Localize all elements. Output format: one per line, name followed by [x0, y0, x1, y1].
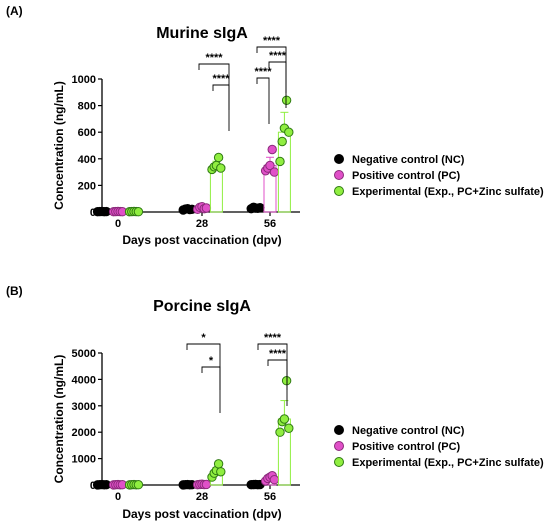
data-point: [267, 144, 277, 155]
data-point: [216, 163, 226, 173]
x-tick-label: 56: [264, 218, 276, 230]
y-tick-label: 1000: [72, 454, 96, 466]
significance-bracket: [198, 63, 230, 110]
data-point: [281, 95, 292, 105]
y-axis-label: Concentration (ng/mL): [52, 81, 66, 210]
legend-marker: [334, 441, 344, 451]
data-point: [275, 156, 285, 167]
significance-label: ****: [254, 66, 272, 78]
legend-entry: Negative control (NC): [352, 425, 465, 437]
data-point: [265, 160, 275, 171]
y-tick-label: 0: [90, 480, 96, 492]
data-point: [279, 414, 290, 424]
significance-bracket: [212, 84, 230, 131]
x-axis-label: Days post vaccination (dpv): [122, 233, 281, 247]
y-tick-label: 600: [78, 127, 96, 139]
y-tick-label: 200: [78, 180, 96, 192]
data-point: [201, 203, 212, 213]
data-point: [277, 136, 287, 147]
y-tick-label: 2000: [72, 427, 96, 439]
x-tick-label: 28: [196, 218, 208, 230]
y-tick-label: 800: [78, 101, 96, 113]
legend-marker: [334, 186, 344, 196]
panel-label: (B): [6, 284, 23, 298]
significance-label: ****: [269, 50, 287, 62]
significance-label: ****: [263, 35, 281, 47]
data-point: [269, 167, 280, 177]
data-point: [255, 203, 265, 213]
data-point: [213, 459, 224, 469]
significance-bracket: [268, 61, 287, 108]
significance-bracket: [201, 366, 221, 413]
legend-entry: Negative control (NC): [352, 154, 465, 166]
significance-label: *: [201, 332, 206, 344]
significance-label: ****: [205, 52, 223, 64]
data-point: [133, 480, 144, 490]
y-tick-label: 3000: [72, 401, 96, 413]
chart-panel-a: (A) Murine sIgA 0 200 400 600 800 1000 Concentra…: [6, 4, 544, 247]
legend-marker: [334, 154, 344, 164]
x-tick-label: 0: [115, 491, 121, 503]
y-tick-label: 400: [78, 154, 96, 166]
chart-panel-b: (B) Porcine sIgA 0 1000 2000 3000 4000 5000 Conc…: [6, 284, 544, 521]
legend-marker: [334, 425, 344, 435]
significance-label: ****: [212, 73, 230, 85]
data-point: [201, 479, 212, 490]
significance-bracket: [256, 77, 270, 124]
chart-title: Murine sIgA: [156, 25, 248, 42]
data-point: [275, 427, 285, 437]
y-tick-label: 4000: [72, 374, 96, 386]
significance-label: ****: [269, 348, 287, 360]
significance-label: ****: [264, 332, 282, 344]
legend-marker: [334, 457, 344, 467]
legend-entry: Positive control (PC): [352, 170, 461, 182]
data-point: [269, 475, 280, 485]
legend-entry: Experimental (Exp., PC+Zinc sulfate): [352, 457, 544, 469]
data-point: [284, 423, 294, 433]
x-tick-label: 56: [264, 491, 276, 503]
chart-title: Porcine sIgA: [153, 298, 251, 315]
x-axis-label: Days post vaccination (dpv): [122, 507, 281, 521]
x-tick-label: 28: [196, 491, 208, 503]
significance-label: *: [209, 355, 214, 367]
y-axis-label: Concentration (ng/mL): [52, 355, 66, 484]
panel-label: (A): [6, 4, 23, 18]
legend-marker: [334, 170, 344, 180]
x-tick-label: 0: [115, 218, 121, 230]
y-tick-label: 1000: [72, 74, 96, 86]
y-tick-label: 5000: [72, 348, 96, 360]
y-tick-label: 0: [90, 207, 96, 219]
data-point: [216, 467, 226, 477]
significance-bracket: [267, 359, 288, 406]
data-point: [213, 152, 224, 163]
legend-entry: Positive control (PC): [352, 441, 461, 453]
data-point: [133, 207, 144, 217]
data-point: [284, 127, 294, 137]
legend-entry: Experimental (Exp., PC+Zinc sulfate): [352, 186, 544, 198]
